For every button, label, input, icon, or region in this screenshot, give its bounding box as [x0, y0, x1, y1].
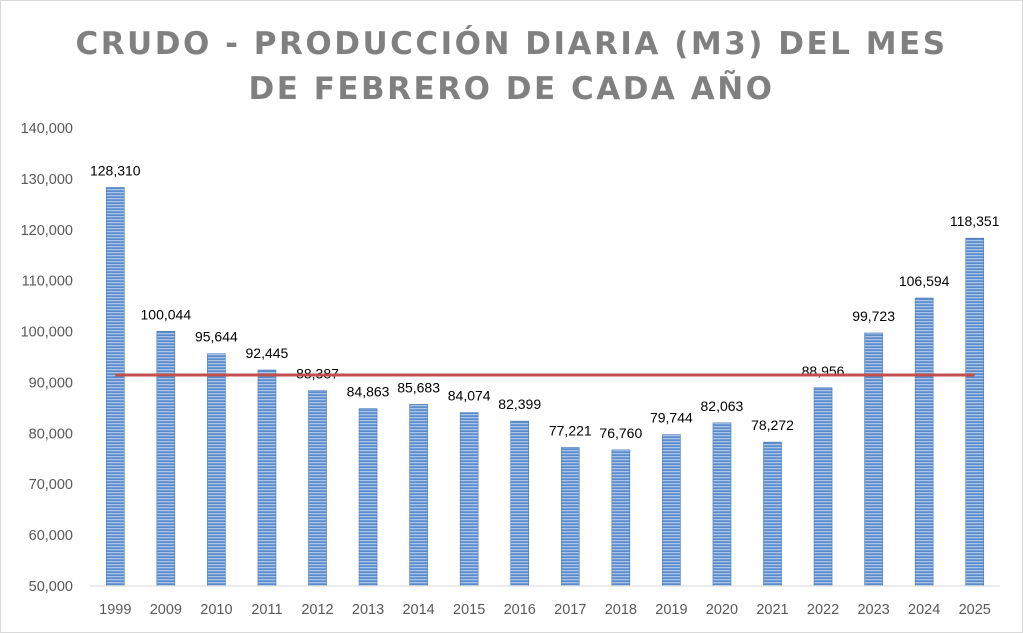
chart-title: CRUDO - PRODUCCIÓN DIARIA (M3) DEL MES D…	[0, 22, 1023, 112]
x-tick-label-2020: 2020	[706, 602, 738, 618]
value-label-2025: 118,351	[950, 213, 1000, 229]
bar-1999	[105, 187, 125, 587]
bar-2019	[662, 434, 681, 587]
x-tick-label-2014: 2014	[402, 602, 434, 618]
bar-2020	[712, 422, 732, 587]
value-label-2021: 78,272	[751, 417, 794, 433]
bar-2022	[813, 387, 833, 587]
y-tick-label: 50,000	[29, 579, 73, 595]
value-label-2016: 82,399	[498, 396, 541, 412]
y-tick-label: 100,000	[21, 325, 73, 341]
x-tick-label-2021: 2021	[756, 602, 788, 618]
y-tick-label: 130,000	[21, 172, 73, 188]
value-label-2024: 106,594	[899, 273, 950, 289]
x-axis: 1999 2009 2010 2011 2012 2013 2014 2015 2016 2017…	[90, 585, 1000, 618]
y-tick-label: 80,000	[29, 426, 73, 442]
x-tick-label-1999: 1999	[99, 602, 131, 618]
bars	[105, 187, 985, 587]
chart-title-line-1: CRUDO - PRODUCCIÓN DIARIA (M3) DEL MES	[75, 26, 948, 62]
value-label-1999: 128,310	[90, 162, 141, 178]
value-label-2020: 82,063	[701, 398, 744, 414]
bar-2018	[611, 449, 631, 587]
bar-2014	[409, 404, 428, 587]
x-tick-label-2013: 2013	[352, 602, 384, 618]
x-tick-label-2010: 2010	[200, 602, 232, 618]
y-tick-label: 140,000	[21, 121, 73, 137]
value-label-2009: 100,044	[141, 306, 192, 322]
x-tick-label-2023: 2023	[857, 602, 889, 618]
bar-2016	[510, 420, 530, 587]
value-label-2019: 79,744	[650, 410, 693, 426]
x-tick-label-2018: 2018	[605, 602, 637, 618]
value-label-2023: 99,723	[852, 308, 895, 324]
value-label-2017: 77,221	[549, 422, 592, 438]
value-label-2018: 76,760	[599, 425, 642, 441]
y-tick-label: 60,000	[29, 528, 73, 544]
x-tick-label-2019: 2019	[655, 602, 687, 618]
x-tick-label-2011: 2011	[251, 602, 282, 618]
x-tick-label-2016: 2016	[504, 602, 536, 618]
x-tick-label-2009: 2009	[150, 602, 182, 618]
y-tick-label: 90,000	[29, 375, 73, 391]
bar-2011	[257, 369, 277, 587]
bar-2023	[864, 332, 883, 587]
value-label-2013: 84,863	[347, 384, 390, 400]
x-tick-label-2012: 2012	[301, 602, 333, 618]
x-tick-label-2024: 2024	[908, 602, 940, 618]
y-tick-label: 120,000	[21, 223, 73, 239]
bar-2009	[156, 331, 176, 587]
bar-2021	[763, 441, 782, 587]
x-tick-label-2017: 2017	[554, 602, 586, 618]
bar-2015	[459, 412, 479, 587]
bar-2010	[207, 353, 226, 587]
value-labels: 128,310100,04495,64492,44588,38784,86385…	[90, 162, 1000, 440]
bar-2013	[358, 408, 378, 587]
x-tick-label-2025: 2025	[959, 602, 991, 618]
y-tick-label: 70,000	[29, 477, 73, 493]
x-tick-label-2015: 2015	[453, 602, 485, 618]
value-label-2010: 95,644	[195, 329, 238, 345]
value-label-2015: 84,074	[448, 388, 491, 404]
bar-2012	[308, 390, 327, 587]
value-label-2011: 92,445	[246, 345, 289, 361]
chart-title-line-2: DE FEBRERO DE CADA AÑO	[248, 71, 775, 107]
y-tick-label: 110,000	[22, 274, 73, 290]
y-axis: 50,000 60,000 70,000 80,000 90,000 100,000 110…	[21, 121, 73, 595]
bar-2017	[560, 447, 580, 587]
bar-2025	[965, 237, 985, 587]
x-tick-label-2022: 2022	[807, 602, 839, 618]
value-label-2014: 85,683	[397, 379, 440, 395]
bar-2024	[914, 297, 934, 587]
